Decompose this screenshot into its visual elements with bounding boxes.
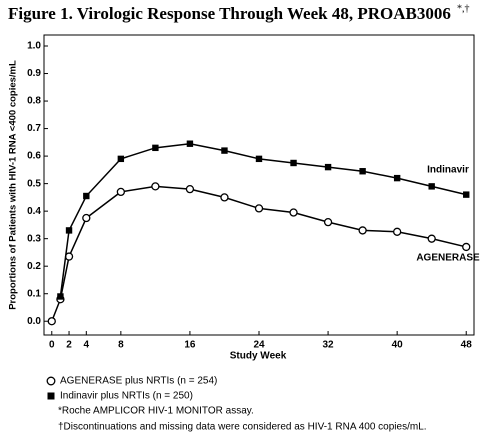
- y-axis-label: Proportions of Patients with HIV-1 RNA <…: [8, 60, 19, 310]
- point: [463, 191, 470, 198]
- x-tick-label: 16: [184, 340, 196, 351]
- point: [289, 208, 298, 217]
- footnote: †Discontinuations and missing data were …: [58, 422, 427, 433]
- y-tick-label: 0.2: [27, 261, 41, 272]
- y-tick-label: 0.1: [27, 288, 41, 299]
- point: [57, 293, 64, 300]
- legend-label: AGENERASE plus NRTIs (n = 254): [60, 376, 217, 387]
- x-tick-label: 8: [118, 340, 124, 351]
- point: [427, 234, 436, 243]
- plot-frame: [43, 34, 475, 336]
- x-tick-label: 24: [253, 340, 265, 351]
- point: [254, 204, 264, 213]
- x-tick-label: 48: [461, 340, 473, 351]
- x-tick-label: 2: [66, 340, 72, 351]
- y-tick-label: 0.6: [27, 151, 41, 162]
- x-tick-label: 32: [323, 340, 335, 351]
- legend-label: Indinavir plus NRTIs (n = 250): [60, 391, 193, 402]
- point: [185, 184, 195, 194]
- series-line: [59, 142, 467, 297]
- y-tick-label: 0.9: [27, 68, 41, 79]
- y-tick-label: 0.8: [27, 96, 41, 107]
- series-label: Indinavir: [427, 165, 469, 176]
- point: [116, 187, 125, 197]
- x-tick-label: 0: [49, 340, 55, 351]
- point: [323, 218, 333, 227]
- point: [83, 192, 90, 200]
- chart-title: Figure 1. Virologic Response Through Wee…: [8, 4, 451, 23]
- point: [393, 174, 401, 182]
- title-superscript: *,†: [457, 3, 470, 14]
- legend-marker: [47, 392, 55, 400]
- footnote: *Roche AMPLICOR HIV-1 MONITOR assay.: [58, 406, 254, 417]
- point: [151, 182, 160, 191]
- point: [65, 227, 73, 234]
- point: [47, 317, 56, 326]
- y-tick-label: 0.5: [27, 178, 41, 189]
- legend-marker: [46, 376, 56, 386]
- point: [117, 155, 125, 163]
- x-tick-label: 40: [392, 340, 404, 351]
- point: [290, 159, 297, 167]
- point: [220, 193, 229, 202]
- point: [255, 155, 263, 163]
- x-tick-label: 4: [84, 340, 90, 351]
- point: [82, 213, 91, 223]
- y-tick-label: 0.0: [27, 316, 41, 327]
- point: [428, 183, 435, 190]
- y-tick-label: 0.4: [27, 206, 41, 217]
- point: [462, 242, 471, 252]
- point: [186, 140, 194, 147]
- point: [324, 163, 332, 171]
- point: [152, 144, 159, 152]
- y-tick-label: 0.7: [27, 123, 41, 134]
- y-tick-label: 1.0: [27, 41, 41, 52]
- point: [221, 147, 228, 154]
- point: [359, 168, 366, 175]
- point: [393, 227, 402, 236]
- y-tick-label: 0.3: [27, 233, 41, 244]
- point: [358, 226, 367, 235]
- series-label: AGENERASE: [416, 253, 480, 264]
- x-axis-label: Study Week: [230, 351, 287, 362]
